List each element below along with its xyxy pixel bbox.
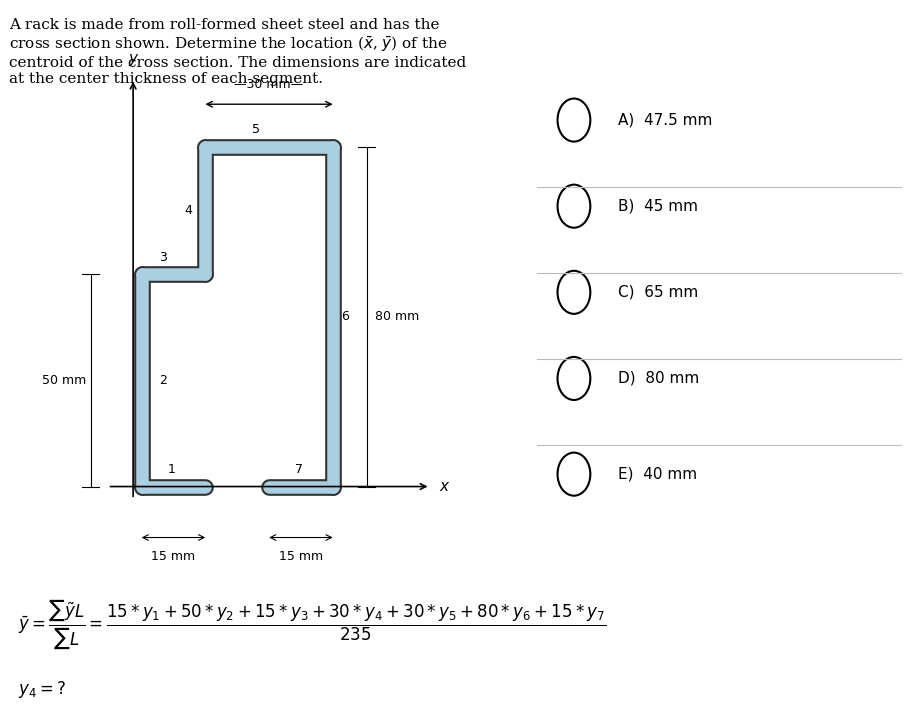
Text: A rack is made from roll-formed sheet steel and has the
cross section shown. Det: A rack is made from roll-formed sheet st…: [9, 18, 466, 86]
Text: $y_4 = ?$: $y_4 = ?$: [18, 679, 67, 700]
Text: B)  45 mm: B) 45 mm: [618, 199, 698, 214]
Text: 6: 6: [342, 310, 350, 323]
Text: 50 mm: 50 mm: [42, 374, 87, 387]
Text: 7: 7: [295, 463, 302, 476]
Text: 80 mm: 80 mm: [375, 310, 419, 323]
Text: 15 mm: 15 mm: [279, 550, 323, 563]
Text: y: y: [128, 51, 138, 66]
Text: 3: 3: [159, 251, 167, 264]
Text: x: x: [439, 479, 448, 494]
Text: 2: 2: [159, 374, 167, 387]
Text: $\bar{y} = \dfrac{\sum \tilde{y}L}{\sum L} = \dfrac{15*y_1+50*y_2+15*y_3+30*y_4+: $\bar{y} = \dfrac{\sum \tilde{y}L}{\sum …: [18, 597, 607, 651]
Text: 5: 5: [252, 123, 261, 136]
Text: —30 mm—: —30 mm—: [234, 78, 303, 91]
Text: 15 mm: 15 mm: [151, 550, 196, 563]
Text: E)  40 mm: E) 40 mm: [618, 467, 697, 481]
Text: 4: 4: [184, 204, 192, 217]
Text: A)  47.5 mm: A) 47.5 mm: [618, 112, 712, 128]
Text: D)  80 mm: D) 80 mm: [618, 371, 699, 386]
Text: 1: 1: [168, 463, 175, 476]
Text: C)  65 mm: C) 65 mm: [618, 285, 698, 300]
